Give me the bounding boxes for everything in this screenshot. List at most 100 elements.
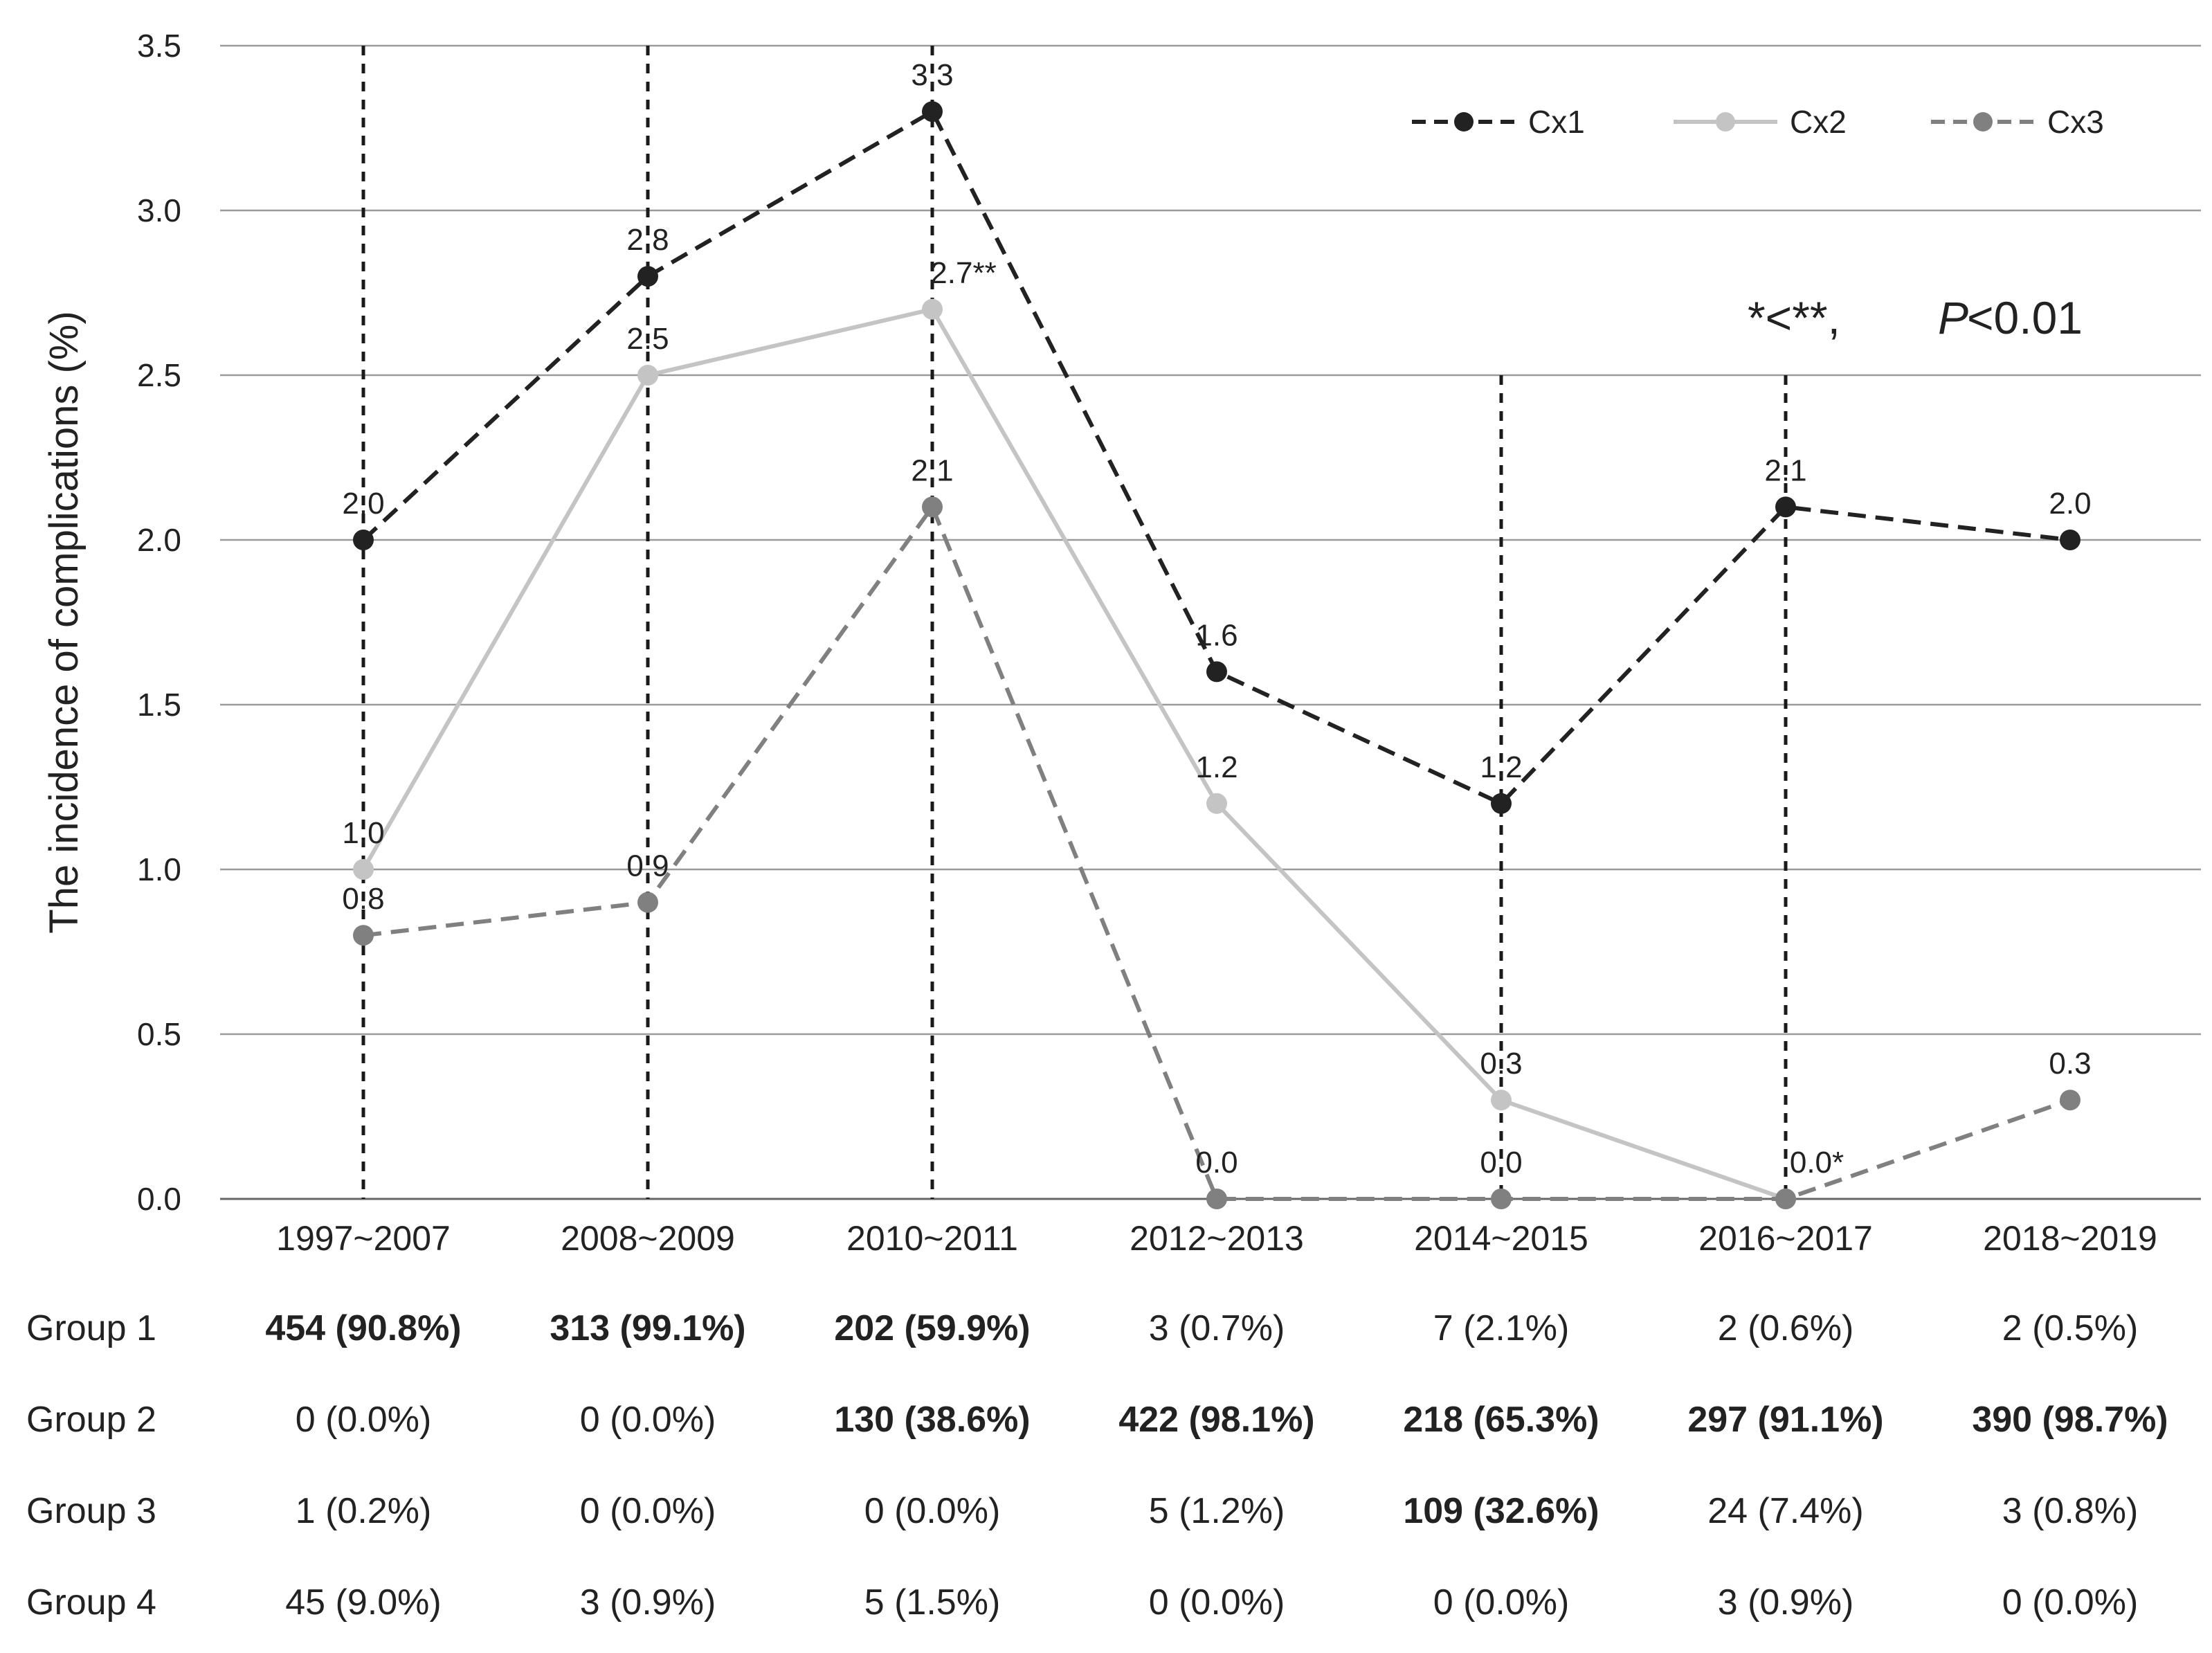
- table-cell: 0 (0.0%): [580, 1400, 716, 1440]
- point-cx3: [353, 925, 374, 946]
- gridlines: [220, 44, 2201, 1200]
- y-tick-label: 0.5: [137, 1016, 181, 1052]
- series-line-cx2: [361, 307, 1786, 1201]
- table-cell: 24 (7.4%): [1707, 1491, 1863, 1531]
- table-row-label: Group 1: [26, 1308, 156, 1348]
- table-cell: 1 (0.2%): [296, 1491, 432, 1531]
- table-cell: 297 (91.1%): [1687, 1400, 1883, 1440]
- p-label: P: [1938, 292, 1968, 343]
- table-cell: 3 (0.8%): [2002, 1491, 2139, 1531]
- data-label-cx2: 1.2: [1195, 750, 1238, 784]
- point-cx3: [637, 892, 658, 913]
- data-label-cx2: 2.7**: [930, 256, 996, 290]
- table-cell: 422 (98.1%): [1118, 1400, 1314, 1440]
- data-label-cx1: 2.0: [2049, 487, 2091, 521]
- data-label-cx1: 2.1: [1764, 453, 1806, 487]
- data-label-cx1: 1.2: [1480, 750, 1522, 784]
- data-label-cx3: 0.3: [2049, 1047, 2091, 1081]
- table-cell: 109 (32.6%): [1403, 1491, 1599, 1531]
- data-label-cx2: 1.0: [342, 816, 384, 850]
- table-cell: 202 (59.9%): [834, 1308, 1030, 1348]
- point-cx1: [922, 101, 943, 123]
- legend-marker-cx1: [1454, 112, 1474, 132]
- y-axis-label: The incidence of complications (%): [42, 311, 87, 933]
- legend-marker-cx2: [1716, 112, 1735, 132]
- point-cx1: [2060, 530, 2080, 550]
- y-tick-label: 2.5: [137, 357, 181, 393]
- point-cx3: [1491, 1189, 1512, 1209]
- vertical-markers: [361, 46, 1788, 1199]
- series-line-cx1: [361, 109, 2071, 806]
- data-labels: 2.0 2.8 3.3 1.6 1.2 2.1 2.0 1.0 2.5 2.7** 1.2 0.3 0.…: [342, 58, 2091, 1180]
- series-line-cx3: [363, 503, 2071, 1201]
- point-cx3: [1775, 1189, 1796, 1209]
- table-cell: 130 (38.6%): [834, 1400, 1030, 1440]
- point-cx2: [1491, 1090, 1512, 1111]
- table-cell: 5 (1.2%): [1149, 1491, 1285, 1531]
- y-tick-label: 3.0: [137, 192, 181, 228]
- x-tick-label: 1997~2007: [276, 1219, 451, 1258]
- point-cx1: [1775, 496, 1796, 518]
- table-cell: 0 (0.0%): [1149, 1582, 1285, 1623]
- data-label-cx2: 0.0*: [1790, 1146, 1844, 1180]
- point-cx1: [637, 266, 658, 287]
- point-cx1: [1206, 661, 1227, 683]
- significance-annotation: *<**, P <0.01: [1748, 292, 2083, 343]
- x-tick-label: 2014~2015: [1414, 1219, 1588, 1258]
- table-cell: 218 (65.3%): [1403, 1400, 1599, 1440]
- x-axis-ticks: 1997~2007 2008~2009 2010~2011 2012~2013 2014…: [276, 1219, 2157, 1258]
- table-cell: 2 (0.6%): [1718, 1308, 1854, 1348]
- data-label-cx3: 0.0: [1480, 1146, 1522, 1180]
- point-cx2: [637, 365, 658, 386]
- table-row-label: Group 2: [26, 1400, 156, 1440]
- table-row-label: Group 3: [26, 1491, 156, 1531]
- table-cell: 0 (0.0%): [2002, 1582, 2139, 1623]
- table-cell: 5 (1.5%): [864, 1582, 1001, 1623]
- data-label-cx1: 2.8: [626, 223, 669, 257]
- point-cx2: [922, 298, 943, 320]
- table-row-label: Group 4: [26, 1582, 156, 1623]
- y-tick-label: 0.0: [137, 1181, 181, 1217]
- data-label-cx1: 3.3: [911, 58, 953, 92]
- legend: Cx1 Cx2 Cx3: [1412, 104, 2104, 140]
- series-group: [353, 101, 2080, 1209]
- significance-stars: *<**,: [1748, 292, 1840, 343]
- point-cx2: [353, 859, 374, 880]
- data-label-cx1: 2.0: [342, 487, 384, 521]
- table-cell: 3 (0.9%): [1718, 1582, 1854, 1623]
- y-tick-label: 2.0: [137, 522, 181, 558]
- table-cell: 0 (0.0%): [864, 1491, 1001, 1531]
- y-tick-label: 1.0: [137, 851, 181, 887]
- table-cell: 3 (0.7%): [1149, 1308, 1285, 1348]
- table-cell: 313 (99.1%): [550, 1308, 745, 1348]
- legend-label-cx2: Cx2: [1790, 104, 1847, 140]
- table-cell: 0 (0.0%): [1433, 1582, 1570, 1623]
- point-cx3: [2060, 1090, 2080, 1111]
- data-label-cx3: 2.1: [911, 453, 953, 487]
- table-cell: 2 (0.5%): [2002, 1308, 2139, 1348]
- y-axis-ticks: 0.0 0.5 1.0 1.5 2.0 2.5 3.0 3.5: [137, 28, 181, 1217]
- table-cell: 0 (0.0%): [580, 1491, 716, 1531]
- table-cell: 390 (98.7%): [1972, 1400, 2168, 1440]
- table-cell: 7 (2.1%): [1433, 1308, 1570, 1348]
- table-cell: 45 (9.0%): [285, 1582, 441, 1623]
- point-cx3: [1206, 1189, 1227, 1209]
- data-label-cx3: 0.9: [626, 849, 669, 883]
- data-label-cx3: 0.8: [342, 882, 384, 916]
- x-tick-label: 2016~2017: [1698, 1219, 1873, 1258]
- x-tick-label: 2008~2009: [561, 1219, 735, 1258]
- table-cell: 3 (0.9%): [580, 1582, 716, 1623]
- y-tick-label: 1.5: [137, 687, 181, 723]
- p-value: <0.01: [1967, 292, 2083, 343]
- x-tick-label: 2018~2019: [1983, 1219, 2157, 1258]
- data-label-cx1: 1.6: [1195, 618, 1238, 652]
- legend-label-cx3: Cx3: [2047, 104, 2104, 140]
- legend-label-cx1: Cx1: [1528, 104, 1585, 140]
- group-table: Group 1 454 (90.8%) 313 (99.1%) 202 (59.9%)…: [26, 1308, 2168, 1623]
- x-tick-label: 2010~2011: [846, 1219, 1018, 1258]
- point-cx2: [1206, 793, 1227, 814]
- data-label-cx2: 0.3: [1480, 1047, 1522, 1081]
- data-label-cx3: 0.0: [1195, 1146, 1238, 1180]
- point-cx1: [1491, 793, 1512, 814]
